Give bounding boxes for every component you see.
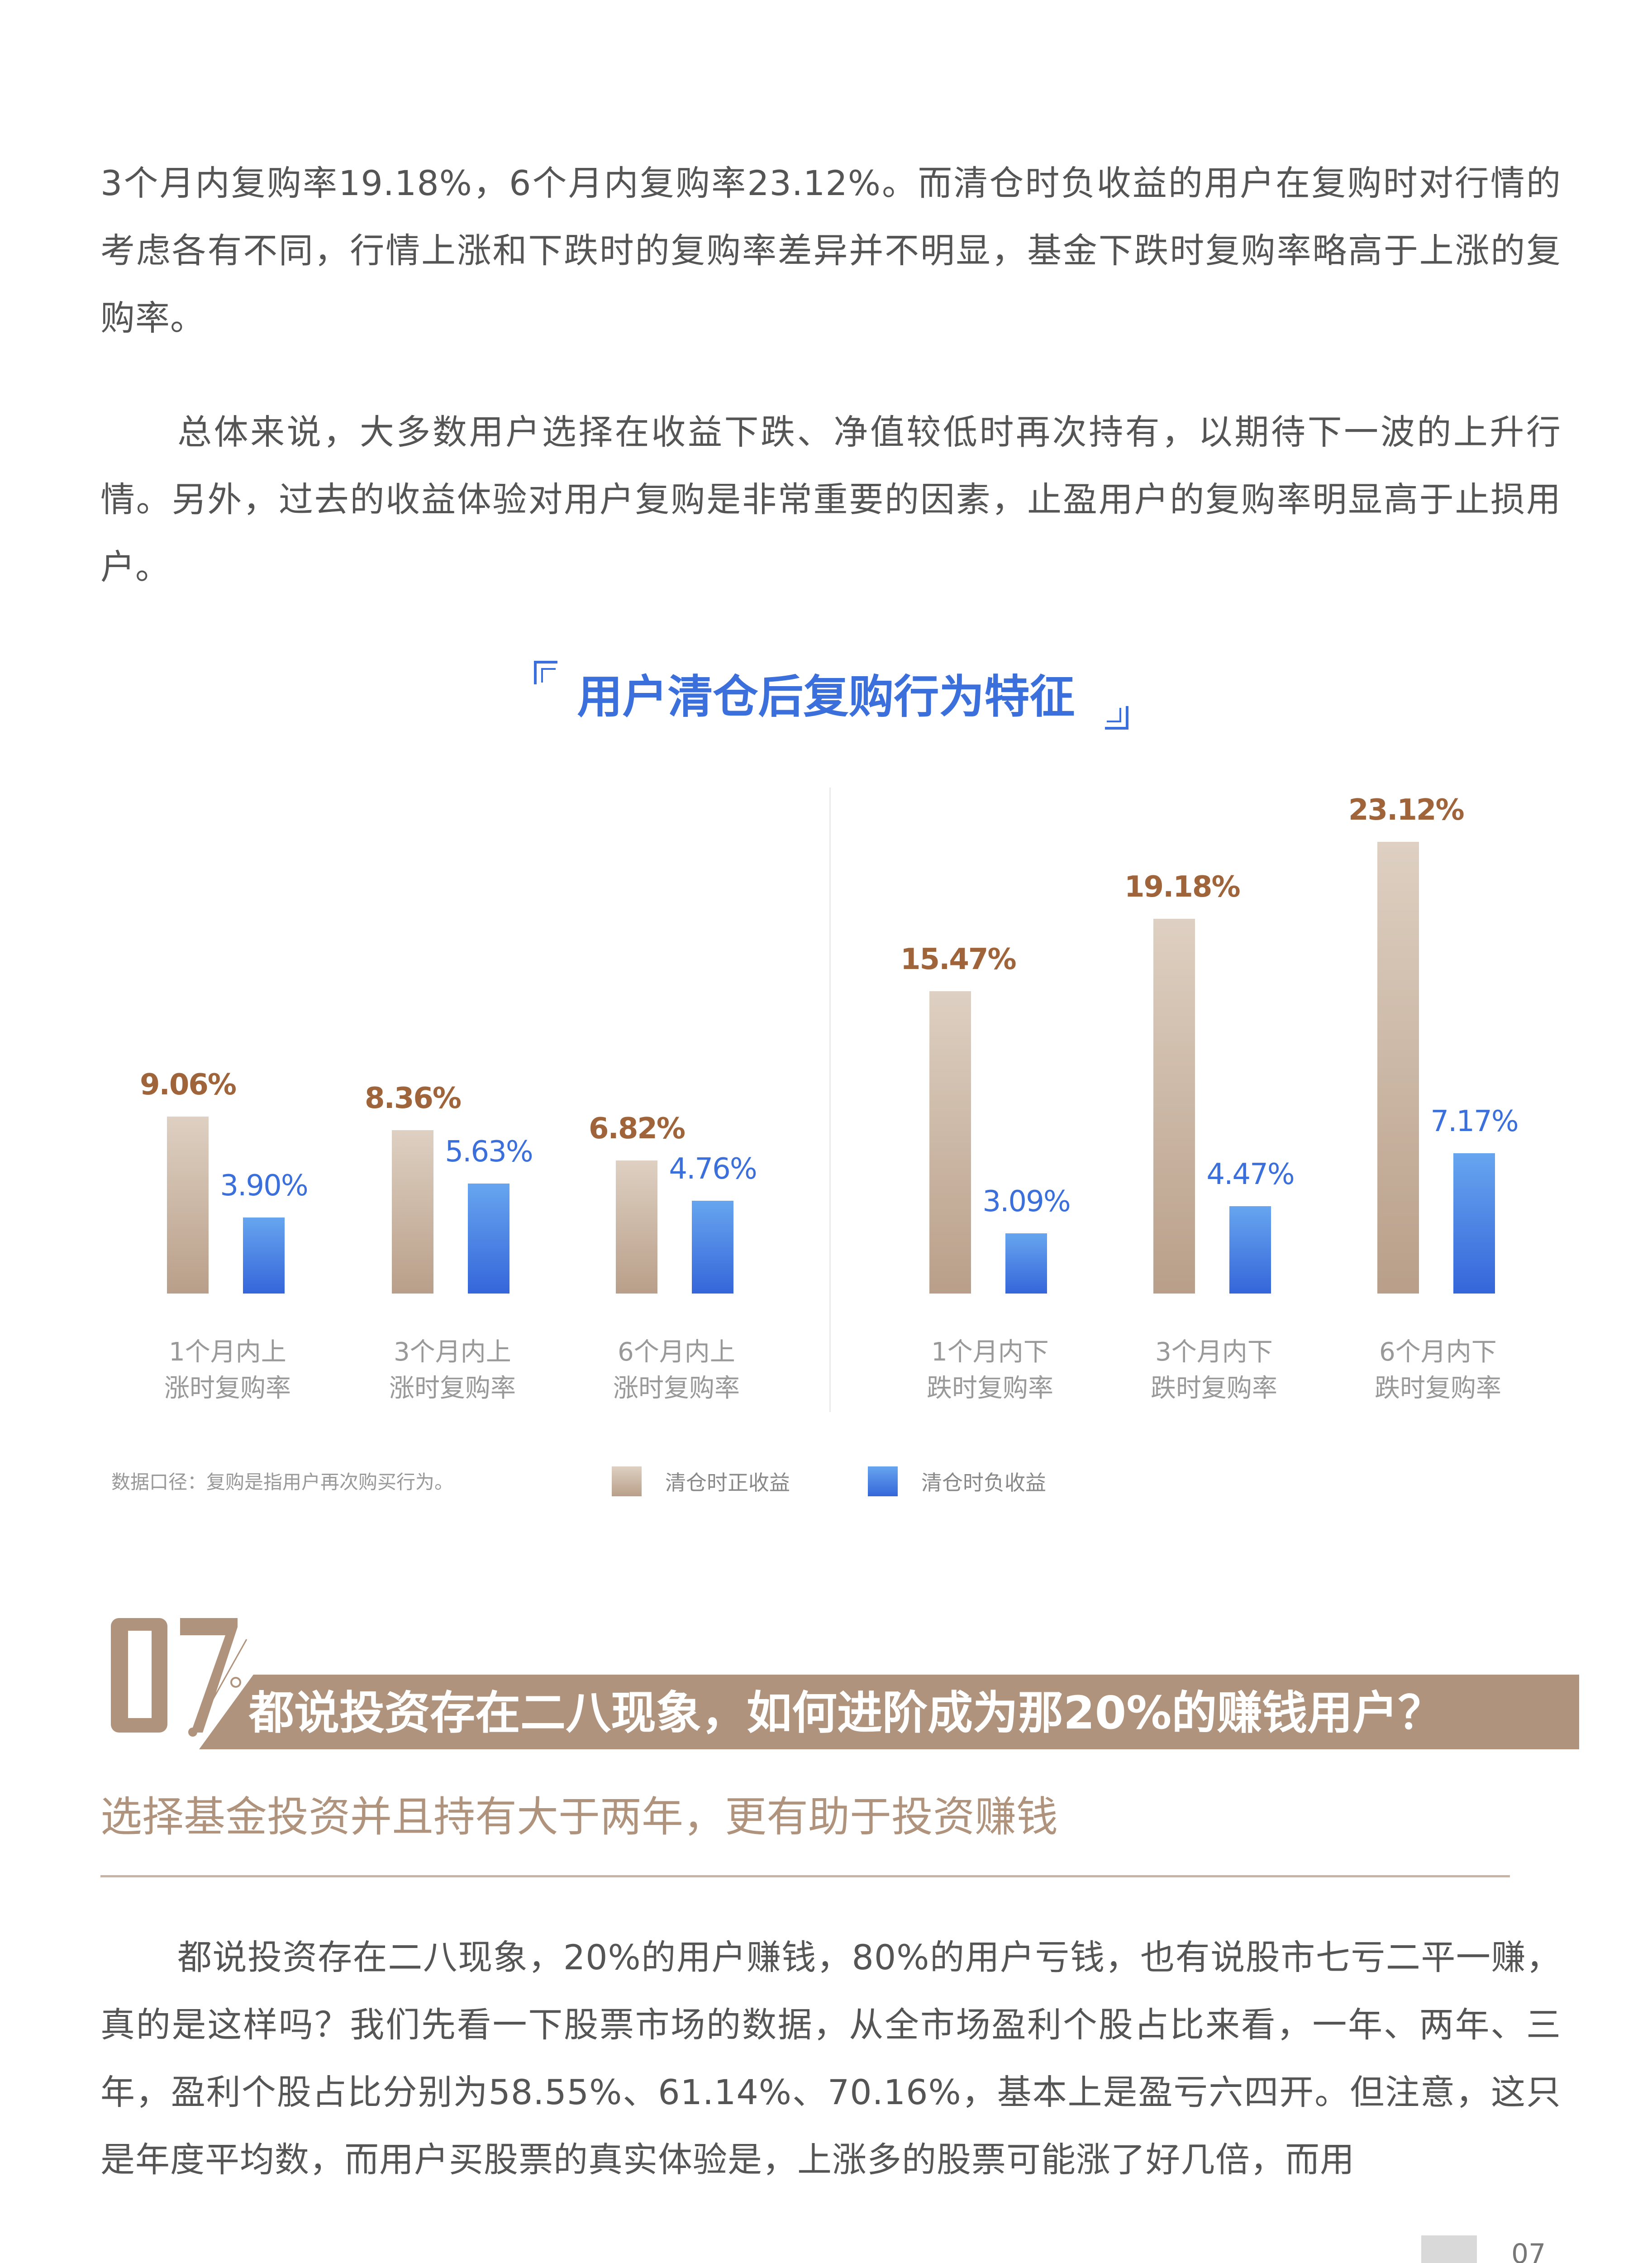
page-number: 07	[1511, 2238, 1546, 2263]
section-subtitle: 选择基金投资并且持有大于两年，更有助于投资赚钱	[100, 1793, 1058, 1841]
group-divider	[829, 788, 831, 1412]
bar-negative-1	[243, 1217, 285, 1294]
category-label-4: 1个月内下 跌时复购率	[927, 1337, 1053, 1403]
bar-positive-2	[392, 1130, 433, 1294]
value-label-positive-4: 15.47%	[900, 943, 1017, 976]
body-paragraph-3: 都说投资存在二八现象，20%的用户赚钱，80%的用户亏钱，也有说股市七亏二平一赚…	[100, 1937, 1561, 2180]
value-label-positive-2: 8.36%	[364, 1082, 462, 1115]
bar-negative-6	[1453, 1153, 1495, 1294]
value-label-negative-1: 3.90%	[220, 1169, 308, 1203]
bar-positive-1	[167, 1117, 209, 1294]
category-label-6: 6个月内下 跌时复购率	[1375, 1337, 1501, 1403]
legend-label-negative: 清仓时负收益	[921, 1470, 1046, 1495]
value-label-negative-5: 4.47%	[1206, 1158, 1295, 1191]
bar-positive-3	[616, 1160, 657, 1294]
legend-swatch-negative	[868, 1466, 898, 1496]
body-paragraph-2: 总体来说，大多数用户选择在收益下跌、净值较低时再次持有，以期待下一波的上升行情。…	[100, 412, 1561, 587]
legend-label-positive: 清仓时正收益	[665, 1470, 790, 1495]
bar-negative-3	[692, 1201, 733, 1294]
chart-title: 用户清仓后复购行为特征	[577, 670, 1075, 723]
body-paragraph-1: 3个月内复购率19.18%，6个月内复购率23.12%。而清仓时负收益的用户在复…	[100, 163, 1561, 338]
title-corner-bracket-close-icon	[1105, 706, 1128, 730]
value-label-negative-2: 5.63%	[445, 1135, 533, 1169]
value-label-positive-1: 9.06%	[139, 1068, 237, 1102]
category-label-3: 6个月内上 涨时复购率	[613, 1337, 740, 1403]
bar-negative-4	[1005, 1233, 1047, 1294]
legend-swatch-positive	[612, 1466, 642, 1496]
category-label-1: 1个月内上 涨时复购率	[164, 1337, 291, 1403]
section-title: 都说投资存在二八现象，如何进阶成为那20%的赚钱用户？	[249, 1686, 1443, 1739]
value-label-positive-6: 23.12%	[1348, 793, 1465, 827]
section-title-band	[199, 1675, 1579, 1749]
bar-negative-5	[1229, 1206, 1271, 1294]
section-number-07-icon	[111, 1618, 248, 1737]
category-label-5: 3个月内下 跌时复购率	[1151, 1337, 1277, 1403]
value-label-negative-4: 3.09%	[982, 1185, 1071, 1218]
chart-footnote: 数据口径：复购是指用户再次购买行为。	[111, 1471, 454, 1493]
bar-positive-5	[1153, 919, 1195, 1294]
bar-positive-6	[1377, 842, 1419, 1294]
bar-negative-2	[468, 1184, 509, 1294]
title-corner-bracket-open-icon	[534, 661, 557, 684]
page-number-marker	[1421, 2235, 1477, 2263]
value-label-positive-3: 6.82%	[588, 1112, 686, 1146]
value-label-positive-5: 19.18%	[1124, 870, 1241, 904]
category-label-2: 3个月内上 涨时复购率	[389, 1337, 516, 1403]
subtitle-divider	[100, 1875, 1510, 1877]
value-label-negative-6: 7.17%	[1430, 1105, 1519, 1138]
bar-positive-4	[929, 991, 971, 1294]
value-label-negative-3: 4.76%	[669, 1152, 757, 1186]
